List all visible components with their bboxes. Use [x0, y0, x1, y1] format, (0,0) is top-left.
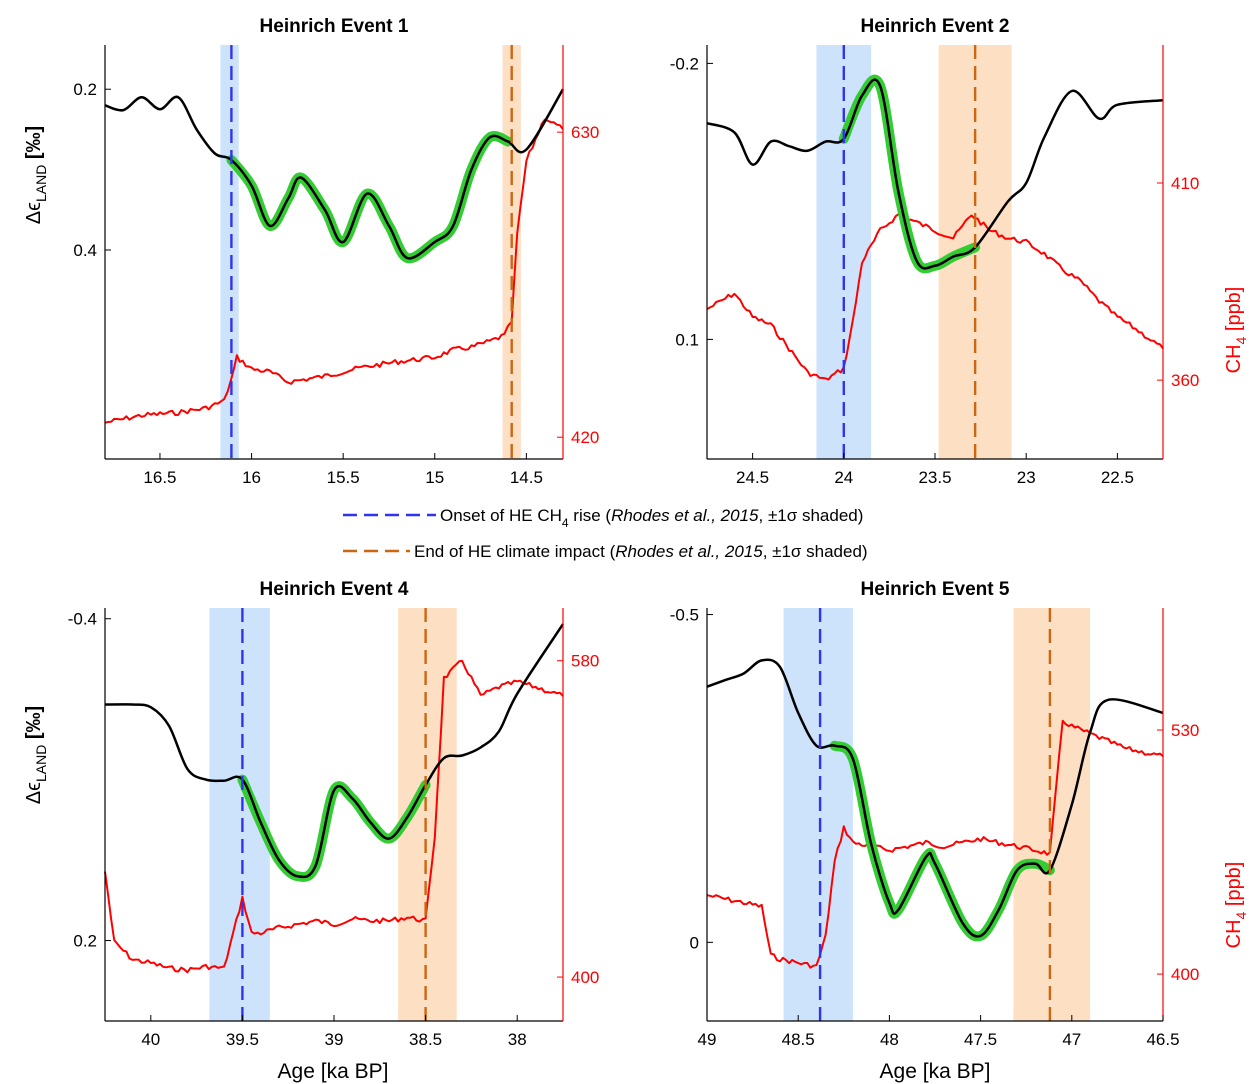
eps-tick-label: 0 — [690, 933, 699, 952]
panels: 16.5 16 15.5 15 14.5 0.2 0.4 420 630 Heinrich Eve… — [68, 16, 1200, 1049]
x-tick-label: 49 — [698, 1030, 717, 1049]
x-tick-label: 23.5 — [918, 468, 951, 487]
ch4-tick-label: 400 — [1171, 965, 1199, 984]
x-tick-label: 38 — [508, 1030, 527, 1049]
left-ylabel-bottom: ΔϵLAND [‰] — [23, 706, 49, 804]
x-tick-label: 23 — [1017, 468, 1036, 487]
ch4-tick-label: 530 — [1171, 721, 1199, 740]
x-tick-label: 47 — [1062, 1030, 1081, 1049]
eps-tick-label: 0.4 — [73, 241, 97, 260]
ch4-tick-label: 420 — [571, 428, 599, 447]
x-tick-label: 40 — [141, 1030, 160, 1049]
eps-line — [104, 623, 565, 879]
right-ylabel-top: CH4 [ppb] — [1223, 287, 1249, 374]
ch4-line — [706, 213, 1164, 381]
ch4-tick-label: 400 — [571, 968, 599, 987]
x-tick-label: 48 — [880, 1030, 899, 1049]
svg-text:ΔϵLAND [‰]: ΔϵLAND [‰] — [23, 706, 49, 804]
x-tick-label: 15.5 — [327, 468, 360, 487]
legend-end: End of HE climate impact (Rhodes et al.,… — [343, 542, 868, 561]
panel-he-4: 49 48.5 48 47.5 47 46.5 -0.5 0 400 530 Heinrich Ev… — [670, 579, 1200, 1049]
eps-tick-label: -0.5 — [670, 606, 699, 625]
eps-tick-label: 0.2 — [73, 80, 97, 99]
x-tick-label: 47.5 — [964, 1030, 997, 1049]
ch4-tick-label: 410 — [1171, 174, 1199, 193]
eps-line — [104, 88, 565, 260]
panel-title: Heinrich Event 5 — [861, 579, 1010, 600]
eps-line — [706, 658, 1164, 938]
end-band — [1013, 608, 1091, 1021]
legend: Onset of HE CH4 rise (Rhodes et al., 201… — [343, 506, 868, 561]
ch4-tick-label: 580 — [571, 652, 599, 671]
ch4-line — [104, 659, 564, 974]
end-band — [502, 45, 521, 459]
legend-onset: Onset of HE CH4 rise (Rhodes et al., 201… — [343, 506, 863, 530]
legend-onset-text: Onset of HE CH4 rise (Rhodes et al., 201… — [440, 506, 863, 530]
onset-band — [816, 45, 872, 459]
x-tick-label: 24 — [834, 468, 853, 487]
x-tick-label: 46.5 — [1146, 1030, 1179, 1049]
x-tick-label: 22.5 — [1101, 468, 1134, 487]
onset-band — [783, 608, 853, 1021]
panel-title: Heinrich Event 1 — [260, 16, 409, 37]
x-tick-label: 14.5 — [510, 468, 543, 487]
x-tick-label: 39.5 — [226, 1030, 259, 1049]
x-tick-label: 39 — [325, 1030, 344, 1049]
x-tick-label: 16.5 — [143, 468, 176, 487]
x-tick-label: 38.5 — [409, 1030, 442, 1049]
legend-end-text: End of HE climate impact (Rhodes et al.,… — [414, 542, 868, 561]
xlabel-left: Age [ka BP] — [278, 1060, 389, 1083]
onset-band — [220, 45, 239, 459]
eps-tick-label: -0.4 — [68, 610, 97, 629]
eps-line — [706, 78, 1164, 270]
panel-title: Heinrich Event 2 — [861, 16, 1010, 37]
x-tick-label: 48.5 — [782, 1030, 815, 1049]
svg-text:CH4 [ppb]: CH4 [ppb] — [1223, 287, 1249, 374]
ch4-tick-label: 630 — [571, 123, 599, 142]
ch4-line — [104, 118, 564, 424]
ch4-line — [706, 719, 1164, 969]
panel-he-3: 40 39.5 39 38.5 38 -0.4 0.2 400 580 Heinrich Even… — [68, 579, 600, 1049]
eps-tick-label: 0.2 — [73, 932, 97, 951]
x-tick-label: 16 — [242, 468, 261, 487]
xlabel-right: Age [ka BP] — [880, 1060, 991, 1083]
svg-text:CH4 [ppb]: CH4 [ppb] — [1223, 862, 1249, 949]
panel-he-2: 24.5 24 23.5 23 22.5 -0.2 0.1 360 410 Heinrich Ev… — [670, 16, 1200, 487]
x-tick-label: 15 — [425, 468, 444, 487]
eps-tick-label: -0.2 — [670, 54, 699, 73]
x-tick-label: 24.5 — [736, 468, 769, 487]
panel-he-1: 16.5 16 15.5 15 14.5 0.2 0.4 420 630 Heinrich Eve… — [73, 16, 599, 487]
eps-tick-label: 0.1 — [675, 330, 699, 349]
svg-text:ΔϵLAND [‰]: ΔϵLAND [‰] — [23, 126, 49, 224]
right-ylabel-bottom: CH4 [ppb] — [1223, 862, 1249, 949]
ch4-tick-label: 360 — [1171, 371, 1199, 390]
left-ylabel-top: ΔϵLAND [‰] — [23, 126, 49, 224]
eps-highlight — [226, 131, 513, 264]
panel-title: Heinrich Event 4 — [260, 579, 409, 600]
